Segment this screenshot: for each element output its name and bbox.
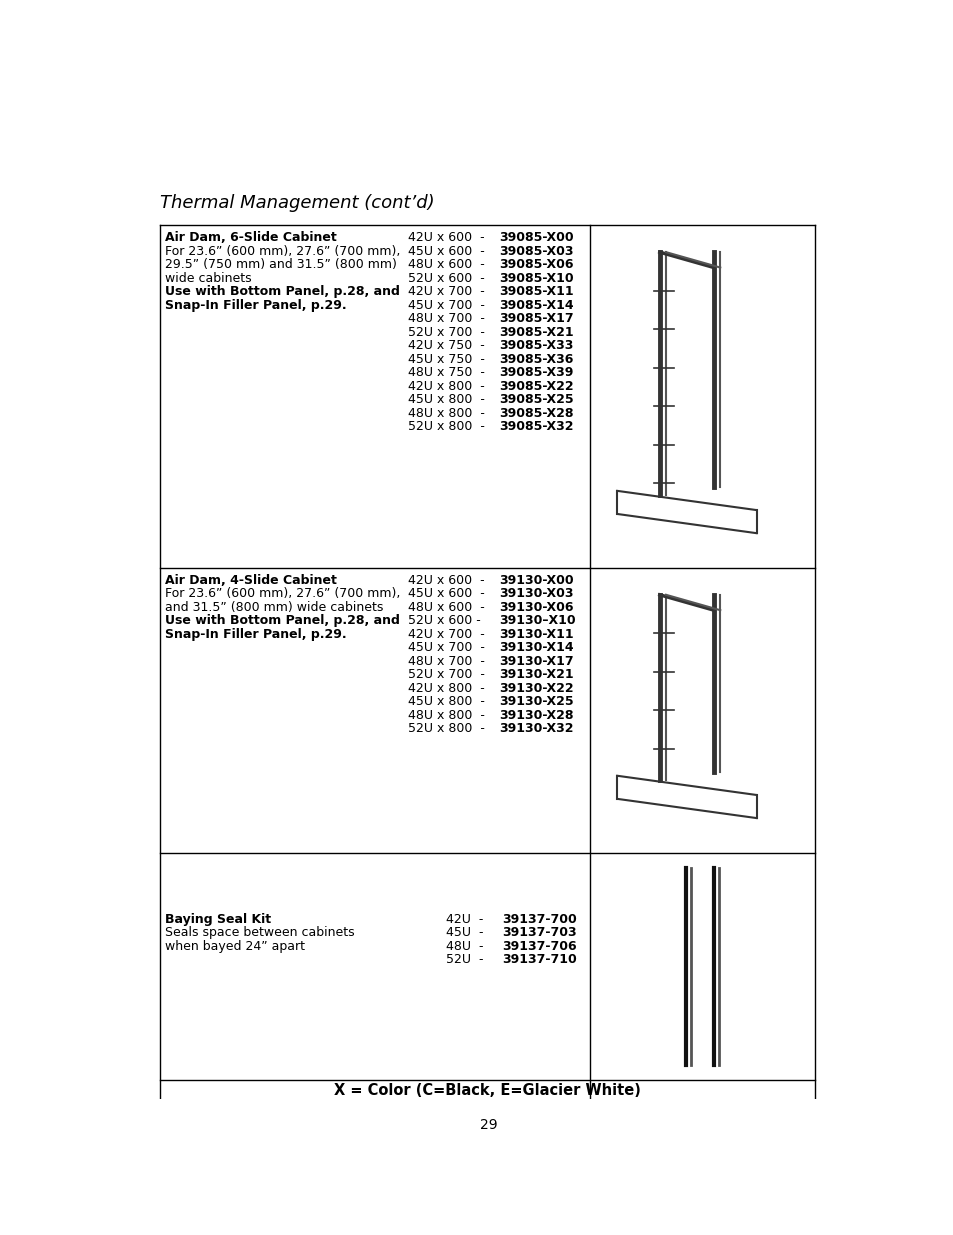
- Text: wide cabinets: wide cabinets: [165, 272, 252, 285]
- Text: 39137-706: 39137-706: [501, 940, 577, 952]
- Text: 39130-X14: 39130-X14: [498, 641, 573, 655]
- Text: 39130-X17: 39130-X17: [498, 655, 573, 668]
- Text: 45U x 800  -: 45U x 800 -: [407, 695, 488, 709]
- Text: Snap-In Filler Panel, p.29.: Snap-In Filler Panel, p.29.: [165, 299, 346, 311]
- Text: 39130-X22: 39130-X22: [498, 682, 573, 695]
- Text: when bayed 24” apart: when bayed 24” apart: [165, 940, 305, 952]
- Text: 39085-X11: 39085-X11: [498, 285, 573, 299]
- Text: 39085-X22: 39085-X22: [498, 379, 573, 393]
- Text: 39130-X25: 39130-X25: [498, 695, 573, 709]
- Text: 45U x 600  -: 45U x 600 -: [407, 588, 488, 600]
- Text: 39085-X21: 39085-X21: [498, 326, 573, 338]
- Text: For 23.6” (600 mm), 27.6” (700 mm),: For 23.6” (600 mm), 27.6” (700 mm),: [165, 588, 400, 600]
- Text: 39085-X28: 39085-X28: [498, 406, 573, 420]
- Text: 39085-X14: 39085-X14: [498, 299, 573, 311]
- Text: 39130-X21: 39130-X21: [498, 668, 573, 682]
- Text: 52U x 800  -: 52U x 800 -: [407, 722, 488, 735]
- Text: 39085-X06: 39085-X06: [498, 258, 573, 272]
- Text: 48U x 600  -: 48U x 600 -: [407, 258, 488, 272]
- Text: 52U x 600  -: 52U x 600 -: [407, 272, 488, 285]
- Text: and 31.5” (800 mm) wide cabinets: and 31.5” (800 mm) wide cabinets: [165, 601, 383, 614]
- Text: 48U x 600  -: 48U x 600 -: [407, 601, 488, 614]
- Text: 39130-X00: 39130-X00: [498, 574, 573, 587]
- Text: Snap-In Filler Panel, p.29.: Snap-In Filler Panel, p.29.: [165, 627, 346, 641]
- Text: 42U x 800  -: 42U x 800 -: [407, 379, 488, 393]
- Text: 48U x 800  -: 48U x 800 -: [407, 406, 488, 420]
- Text: 39085-X03: 39085-X03: [498, 245, 573, 258]
- Text: 39130-X06: 39130-X06: [498, 601, 573, 614]
- Text: 39085-X25: 39085-X25: [498, 393, 573, 406]
- Text: 39130-X03: 39130-X03: [498, 588, 573, 600]
- Text: Air Dam, 4-Slide Cabinet: Air Dam, 4-Slide Cabinet: [165, 574, 336, 587]
- Text: Use with Bottom Panel, p.28, and: Use with Bottom Panel, p.28, and: [165, 615, 399, 627]
- Text: 39085-X17: 39085-X17: [498, 312, 573, 325]
- Text: Air Dam, 6-Slide Cabinet: Air Dam, 6-Slide Cabinet: [165, 231, 336, 245]
- Text: 39085-X39: 39085-X39: [498, 366, 573, 379]
- Text: 39085-X36: 39085-X36: [498, 353, 573, 366]
- Text: 45U  -: 45U -: [446, 926, 487, 940]
- Text: Seals space between cabinets: Seals space between cabinets: [165, 926, 355, 940]
- Text: 39085-X10: 39085-X10: [498, 272, 573, 285]
- Text: 42U x 600  -: 42U x 600 -: [407, 231, 488, 245]
- Text: For 23.6” (600 mm), 27.6” (700 mm),: For 23.6” (600 mm), 27.6” (700 mm),: [165, 245, 400, 258]
- Text: 39085-X33: 39085-X33: [498, 340, 573, 352]
- Text: 52U x 600 -: 52U x 600 -: [407, 615, 484, 627]
- Text: 39085-X32: 39085-X32: [498, 420, 573, 433]
- Text: 39130-X11: 39130-X11: [498, 627, 573, 641]
- Text: 42U x 600  -: 42U x 600 -: [407, 574, 488, 587]
- Text: 48U  -: 48U -: [446, 940, 487, 952]
- Text: 39085-X00: 39085-X00: [498, 231, 573, 245]
- Text: 48U x 700  -: 48U x 700 -: [407, 312, 488, 325]
- Text: 48U x 750  -: 48U x 750 -: [407, 366, 488, 379]
- Text: 42U  -: 42U -: [446, 913, 487, 926]
- Text: 45U x 750  -: 45U x 750 -: [407, 353, 488, 366]
- Text: 42U x 800  -: 42U x 800 -: [407, 682, 488, 695]
- Text: 45U x 800  -: 45U x 800 -: [407, 393, 488, 406]
- Text: 39137-710: 39137-710: [501, 953, 577, 966]
- Text: 48U x 800  -: 48U x 800 -: [407, 709, 488, 721]
- Text: 45U x 600  -: 45U x 600 -: [407, 245, 488, 258]
- Text: Use with Bottom Panel, p.28, and: Use with Bottom Panel, p.28, and: [165, 285, 399, 299]
- Text: 52U x 700  -: 52U x 700 -: [407, 326, 488, 338]
- Text: 39130-X32: 39130-X32: [498, 722, 573, 735]
- Text: 29: 29: [479, 1118, 497, 1131]
- Text: Baying Seal Kit: Baying Seal Kit: [165, 913, 271, 926]
- Text: 52U x 700  -: 52U x 700 -: [407, 668, 488, 682]
- Text: 52U  -: 52U -: [446, 953, 487, 966]
- Text: 45U x 700  -: 45U x 700 -: [407, 299, 488, 311]
- Text: 39130-X28: 39130-X28: [498, 709, 573, 721]
- Text: 39130–X10: 39130–X10: [498, 615, 575, 627]
- Text: 42U x 700  -: 42U x 700 -: [407, 285, 488, 299]
- Text: 45U x 700  -: 45U x 700 -: [407, 641, 488, 655]
- Text: 48U x 700  -: 48U x 700 -: [407, 655, 488, 668]
- Text: Thermal Management (cont’d): Thermal Management (cont’d): [159, 194, 434, 212]
- Text: 42U x 750  -: 42U x 750 -: [407, 340, 488, 352]
- Text: 39137-703: 39137-703: [501, 926, 577, 940]
- Text: X = Color (C=Black, E=Glacier White): X = Color (C=Black, E=Glacier White): [334, 1083, 640, 1098]
- Text: 29.5” (750 mm) and 31.5” (800 mm): 29.5” (750 mm) and 31.5” (800 mm): [165, 258, 396, 272]
- Text: 39137-700: 39137-700: [501, 913, 577, 926]
- Text: 42U x 700  -: 42U x 700 -: [407, 627, 488, 641]
- Text: 52U x 800  -: 52U x 800 -: [407, 420, 488, 433]
